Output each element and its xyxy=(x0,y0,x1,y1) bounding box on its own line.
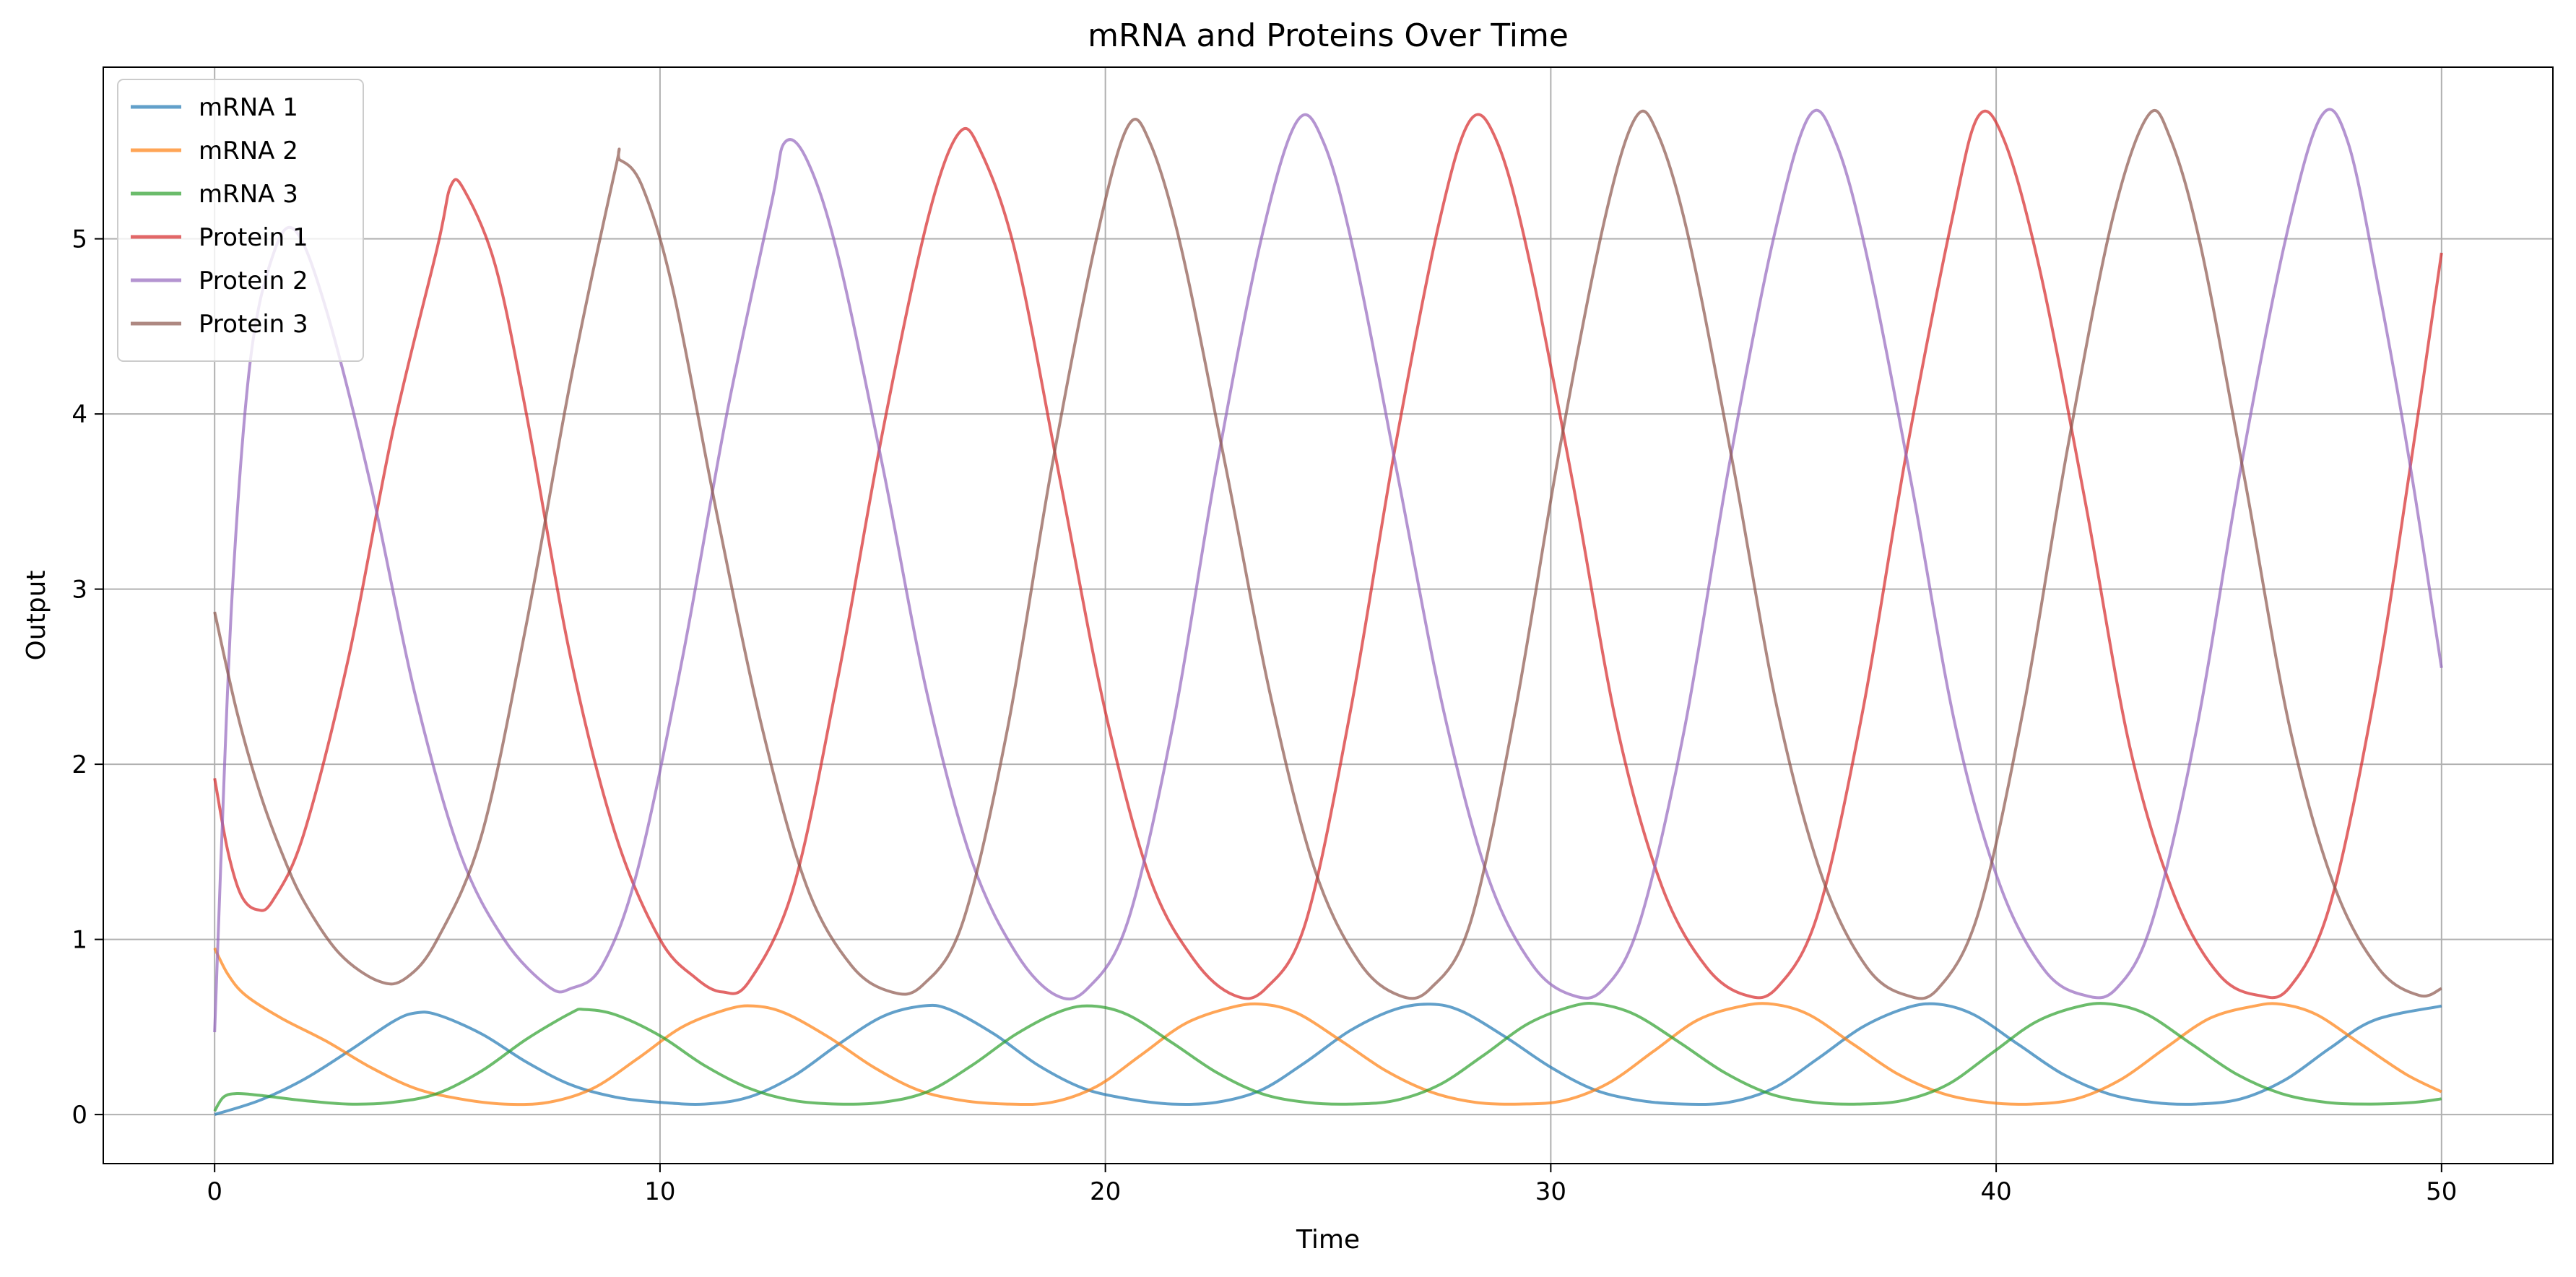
series-line-protein-2 xyxy=(213,108,2443,1033)
legend-label-mrna-3: mRNA 3 xyxy=(199,180,298,209)
chart-title: mRNA and Proteins Over Time xyxy=(1088,17,1569,54)
x-tick-label: 20 xyxy=(1090,1177,1121,1206)
legend-label-protein-1: Protein 1 xyxy=(199,223,308,252)
y-tick-label: 3 xyxy=(71,576,87,605)
x-tick-label: 50 xyxy=(2426,1177,2457,1206)
legend-label-mrna-1: mRNA 1 xyxy=(199,93,298,122)
x-tick-label: 10 xyxy=(644,1177,675,1206)
series-line-mrna-1 xyxy=(214,1002,2442,1117)
x-tick-label: 30 xyxy=(1535,1177,1566,1206)
series-line-protein-3 xyxy=(213,109,2442,1000)
legend-label-protein-3: Protein 3 xyxy=(199,310,308,339)
legend-label-protein-2: Protein 2 xyxy=(199,267,308,295)
y-tick-label: 1 xyxy=(71,926,87,955)
y-tick-label: 0 xyxy=(71,1101,87,1130)
x-tick-label: 40 xyxy=(1980,1177,2011,1206)
x-axis-label: Time xyxy=(1296,1225,1360,1255)
ticks: 0 10 20 30 40 50 0 1 2 3 4 5 xyxy=(71,225,2457,1206)
y-tick-label: 4 xyxy=(71,400,87,429)
legend-label-mrna-2: mRNA 2 xyxy=(199,137,298,165)
y-tick-label: 5 xyxy=(71,225,87,254)
series-line-mrna-2 xyxy=(213,947,2442,1107)
series-line-protein-1 xyxy=(213,109,2443,1000)
legend: mRNA 1 mRNA 2 mRNA 3 Protein 1 Protein 2 Prot… xyxy=(117,79,364,362)
x-tick-label: 0 xyxy=(207,1177,222,1206)
grid xyxy=(103,67,2553,1164)
y-tick-label: 2 xyxy=(71,750,87,779)
series-line-mrna-3 xyxy=(213,1002,2442,1112)
series-lines xyxy=(213,108,2443,1117)
y-axis-label: Output xyxy=(22,570,51,660)
plot-frame xyxy=(103,66,2554,1164)
